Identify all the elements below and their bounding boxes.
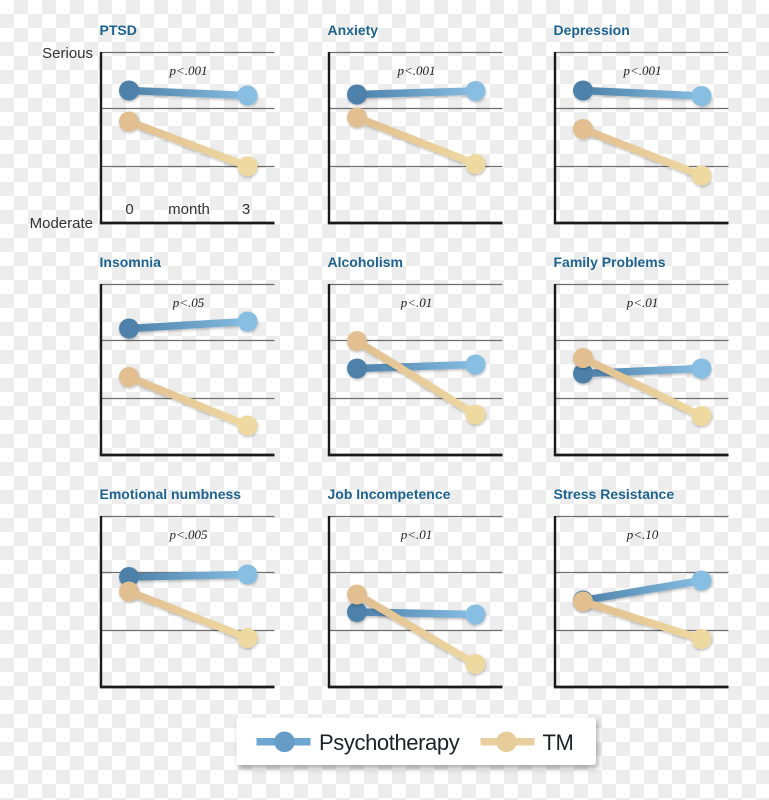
- svg-text:p<.01: p<.01: [626, 295, 659, 310]
- svg-text:Psychotherapy: Psychotherapy: [319, 730, 460, 755]
- svg-text:PTSD: PTSD: [100, 22, 137, 38]
- svg-text:Job Incompetence: Job Incompetence: [328, 486, 451, 502]
- svg-text:TM: TM: [543, 730, 574, 755]
- svg-text:p<.001: p<.001: [168, 63, 207, 78]
- svg-text:Depression: Depression: [554, 22, 630, 38]
- svg-text:Emotional numbness: Emotional numbness: [100, 486, 242, 502]
- svg-text:Anxiety: Anxiety: [328, 22, 379, 38]
- svg-text:p<.01: p<.01: [400, 527, 433, 542]
- svg-text:p<.05: p<.05: [172, 295, 205, 310]
- svg-text:p<.001: p<.001: [622, 63, 661, 78]
- svg-text:Moderate: Moderate: [30, 215, 93, 232]
- svg-text:month: month: [168, 201, 210, 218]
- svg-text:3: 3: [242, 201, 250, 218]
- svg-text:Serious: Serious: [42, 45, 93, 62]
- svg-text:Alcoholism: Alcoholism: [328, 254, 403, 270]
- svg-text:p<.001: p<.001: [396, 63, 435, 78]
- svg-text:Insomnia: Insomnia: [100, 254, 162, 270]
- svg-text:p<.005: p<.005: [168, 527, 208, 542]
- svg-text:Stress Resistance: Stress Resistance: [554, 486, 675, 502]
- svg-text:Family Problems: Family Problems: [554, 254, 666, 270]
- svg-text:p<.10: p<.10: [626, 527, 659, 542]
- svg-text:p<.01: p<.01: [400, 295, 433, 310]
- svg-text:0: 0: [125, 201, 133, 218]
